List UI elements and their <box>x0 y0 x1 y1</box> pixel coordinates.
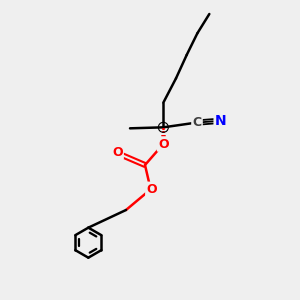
Text: O: O <box>146 183 157 196</box>
Text: O: O <box>158 137 169 151</box>
Text: N: N <box>215 114 226 128</box>
Text: C: C <box>192 116 202 129</box>
Text: O: O <box>112 146 123 158</box>
